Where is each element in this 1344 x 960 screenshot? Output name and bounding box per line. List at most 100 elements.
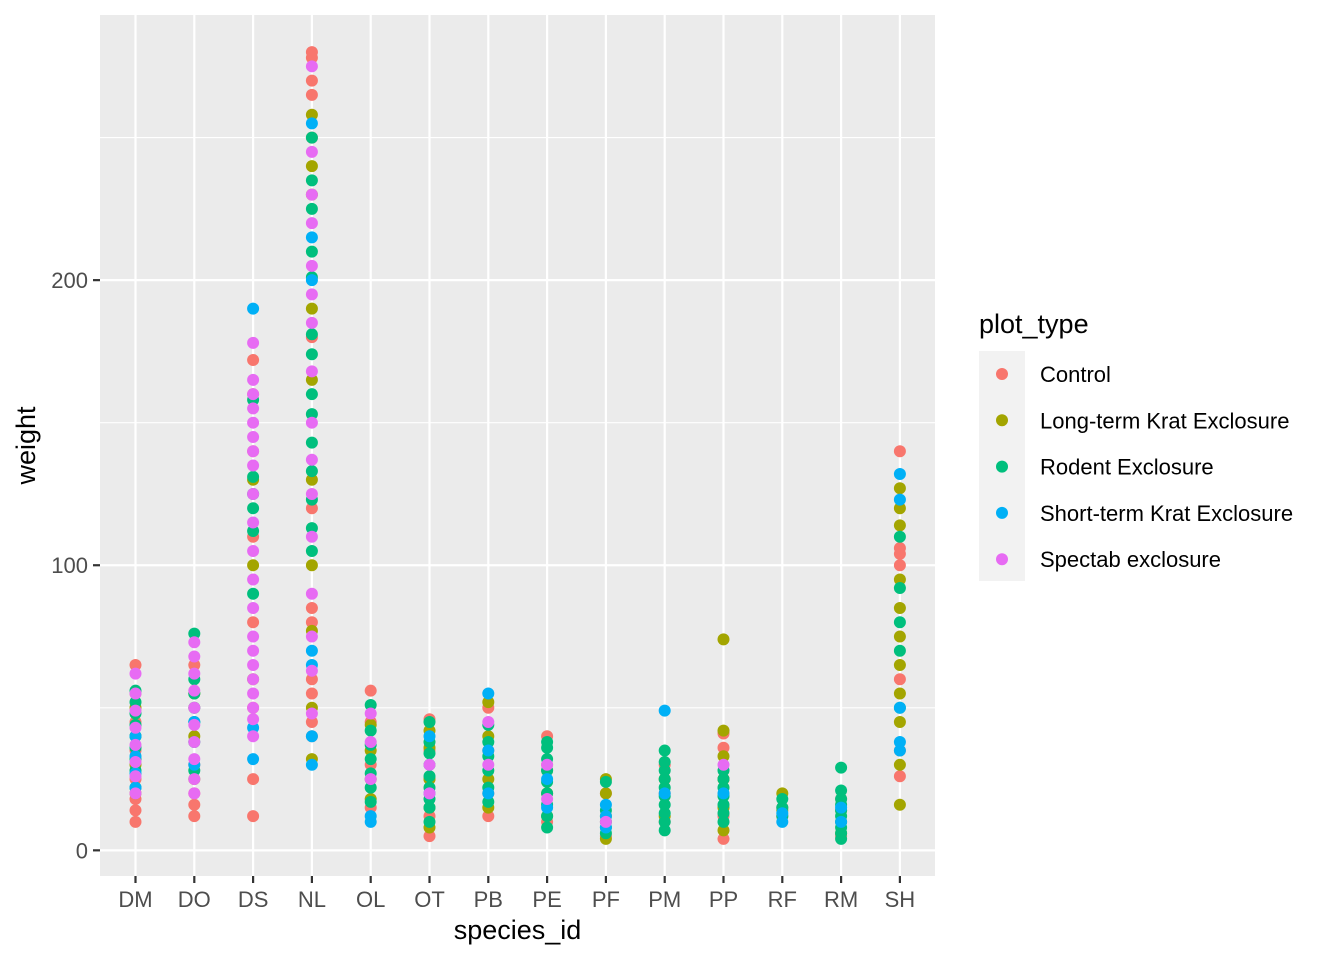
x-tick-label: OT — [414, 887, 445, 912]
data-point — [247, 516, 260, 529]
data-point — [247, 430, 260, 443]
data-point — [305, 108, 318, 121]
data-point — [305, 131, 318, 144]
legend-label: Rodent Exclosure — [1040, 455, 1214, 480]
legend-key — [996, 553, 1008, 566]
legend-label: Spectab exclosure — [1040, 547, 1221, 572]
data-point — [835, 815, 848, 828]
data-point — [129, 787, 142, 800]
data-point — [482, 736, 495, 749]
data-point — [541, 810, 554, 823]
data-point — [305, 644, 318, 657]
data-point — [658, 807, 671, 820]
data-point — [247, 388, 260, 401]
data-point — [893, 502, 906, 515]
data-point — [893, 493, 906, 506]
legend-key — [996, 414, 1008, 427]
data-point — [305, 664, 318, 677]
x-tick-label: PE — [532, 887, 561, 912]
data-point — [247, 459, 260, 472]
data-point — [541, 821, 554, 834]
data-point — [717, 807, 730, 820]
data-point — [482, 687, 495, 700]
data-point — [364, 724, 377, 737]
data-point — [188, 627, 201, 640]
data-point — [305, 288, 318, 301]
data-point — [305, 316, 318, 329]
data-point — [247, 721, 260, 734]
x-tick-label: OL — [356, 887, 385, 912]
data-point — [599, 787, 612, 800]
data-point — [188, 667, 201, 680]
data-point — [188, 650, 201, 663]
data-point — [835, 761, 848, 774]
data-point — [305, 160, 318, 173]
data-point — [541, 758, 554, 771]
data-point — [247, 587, 260, 600]
legend-label: Long-term Krat Exclosure — [1040, 408, 1289, 433]
data-point — [247, 753, 260, 766]
legend-entry: Long-term Krat Exclosure — [996, 408, 1289, 433]
data-point — [247, 773, 260, 786]
y-axis-title: weight — [11, 406, 41, 486]
data-point — [658, 787, 671, 800]
data-point — [247, 810, 260, 823]
data-point — [188, 753, 201, 766]
data-point — [717, 832, 730, 845]
data-point — [188, 684, 201, 697]
data-point — [423, 758, 436, 771]
data-point — [541, 801, 554, 814]
data-point — [305, 202, 318, 215]
data-point — [893, 644, 906, 657]
data-point — [129, 755, 142, 768]
data-points — [129, 46, 906, 845]
data-point — [305, 46, 318, 59]
data-point — [305, 416, 318, 429]
data-point — [835, 801, 848, 814]
data-point — [129, 696, 142, 709]
data-point — [658, 755, 671, 768]
data-point — [717, 724, 730, 737]
data-point — [247, 701, 260, 714]
y-axis: 0 100 200 — [51, 268, 100, 863]
data-point — [893, 758, 906, 771]
legend-label: Control — [1040, 362, 1111, 387]
legend-entry: Rodent Exclosure — [996, 455, 1214, 480]
data-point — [305, 328, 318, 341]
legend-key — [996, 506, 1008, 519]
data-point — [482, 744, 495, 757]
x-tick-label: PB — [474, 887, 503, 912]
data-point — [599, 798, 612, 811]
data-point — [364, 781, 377, 794]
data-point — [247, 445, 260, 458]
data-point — [482, 758, 495, 771]
data-point — [247, 630, 260, 643]
data-point — [776, 807, 789, 820]
data-point — [717, 741, 730, 754]
data-point — [129, 815, 142, 828]
data-point — [423, 747, 436, 760]
data-point — [129, 730, 142, 743]
data-point — [305, 487, 318, 500]
data-point — [835, 793, 848, 806]
data-point — [423, 815, 436, 828]
data-point — [247, 353, 260, 366]
legend-label: Short-term Krat Exclosure — [1040, 501, 1293, 526]
x-tick-label: PM — [648, 887, 681, 912]
data-point — [305, 408, 318, 421]
data-point — [658, 773, 671, 786]
x-axis-title: species_id — [454, 915, 582, 945]
data-point — [247, 644, 260, 657]
data-point — [658, 824, 671, 837]
legend-entries: Control Long-term Krat Exclosure Rodent Ex… — [996, 362, 1293, 572]
data-point — [305, 365, 318, 378]
data-point — [893, 519, 906, 532]
data-point — [658, 798, 671, 811]
data-point — [305, 730, 318, 743]
data-point — [305, 544, 318, 557]
data-point — [893, 736, 906, 749]
data-point — [188, 659, 201, 672]
data-point — [776, 793, 789, 806]
y-tick-label: 100 — [51, 553, 88, 578]
data-point — [129, 770, 142, 783]
